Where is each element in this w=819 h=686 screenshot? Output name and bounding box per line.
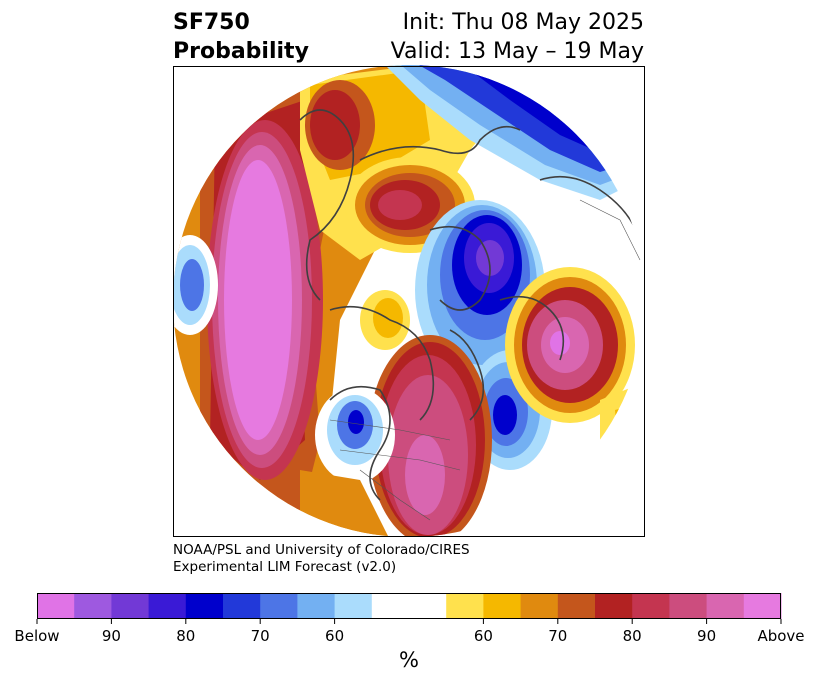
title-variable: SF750 — [173, 10, 250, 35]
colorbar-tick-label: Above — [757, 627, 805, 645]
colorbar-tick-label: 60 — [473, 627, 493, 645]
colorbar — [36, 593, 782, 624]
colorbar-tick-label: 70 — [250, 627, 270, 645]
colorbar-segment — [706, 593, 745, 619]
colorbar-segment — [595, 593, 633, 619]
forecast-field — [173, 65, 645, 537]
colorbar-tick-label: 80 — [622, 627, 642, 645]
colorbar-tick-label: 90 — [697, 627, 717, 645]
colorbar-segment — [446, 593, 484, 619]
coastlines — [299, 109, 641, 501]
colorbar-segment — [37, 593, 75, 619]
title-valid: Valid: 13 May – 19 May — [390, 39, 644, 64]
credit-line1: NOAA/PSL and University of Colorado/CIRE… — [173, 542, 470, 558]
credit-line2: Experimental LIM Forecast (v2.0) — [173, 559, 397, 575]
colorbar-unit: % — [399, 648, 419, 672]
credit-text: NOAA/PSL and University of Colorado/CIRE… — [173, 542, 470, 576]
colorbar-segment — [520, 593, 559, 619]
map-title-variable: SF750 Probability — [173, 8, 309, 66]
colorbar-tick-label: 80 — [176, 627, 196, 645]
title-init: Init: Thu 08 May 2025 — [402, 10, 644, 35]
colorbar-tick-label: Below — [14, 627, 60, 645]
colorbar-segment — [111, 593, 150, 619]
colorbar-segment — [185, 593, 224, 619]
colorbar-segment — [260, 593, 298, 619]
title-quantity: Probability — [173, 39, 309, 64]
colorbar-tick-label: 70 — [548, 627, 568, 645]
colorbar-segment — [334, 593, 373, 619]
colorbar-segment — [297, 593, 336, 619]
colorbar-tick-label: 90 — [101, 627, 121, 645]
colorbar-frame — [37, 593, 781, 619]
colorbar-segment — [632, 593, 670, 619]
colorbar-segment — [669, 593, 708, 619]
colorbar-segment — [148, 593, 187, 619]
colorbar-tick-label: 60 — [325, 627, 345, 645]
colorbar-segment — [74, 593, 112, 619]
map-title-dates: Init: Thu 08 May 2025 Valid: 13 May – 19… — [391, 8, 644, 66]
colorbar-segment — [557, 593, 596, 619]
map-frame — [173, 66, 645, 537]
colorbar-segment — [743, 593, 782, 619]
colorbar-segment — [223, 593, 261, 619]
colorbar-segment — [483, 593, 522, 619]
colorbar-segment — [371, 593, 447, 619]
